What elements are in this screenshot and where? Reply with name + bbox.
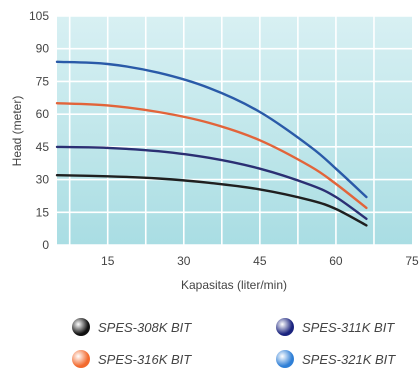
y-tick-label: 15 (36, 205, 50, 219)
tick-labels: 0 15 30 45 60 75 90 105 15 30 45 60 75 (29, 9, 419, 268)
legend-dot (276, 318, 294, 336)
legend-dot (72, 318, 90, 336)
y-tick-label: 0 (42, 238, 49, 252)
legend-dot (72, 350, 90, 368)
legend-item-spes-321k: SPES-321K BIT (276, 348, 395, 370)
legend: SPES-308K BIT SPES-311K BIT SPES-316K BI… (0, 312, 420, 376)
y-tick-label: 75 (36, 74, 50, 88)
y-tick-label: 45 (36, 140, 50, 154)
legend-label: SPES-308K BIT (98, 319, 192, 335)
series-line-0 (55, 174, 368, 227)
series-line-3 (55, 60, 368, 199)
y-tick-label: 105 (29, 9, 49, 23)
legend-label: SPES-311K BIT (302, 319, 395, 335)
y-tick-label: 90 (36, 42, 50, 56)
legend-item-spes-316k: SPES-316K BIT (72, 348, 191, 370)
x-tick-label: 45 (253, 254, 267, 268)
legend-dot (276, 350, 294, 368)
x-tick-label: 60 (329, 254, 343, 268)
x-tick-label: 75 (405, 254, 419, 268)
grid (57, 15, 412, 246)
y-axis-title: Head (meter) (10, 96, 24, 167)
series-line-2 (55, 102, 368, 210)
series-lines (55, 60, 368, 227)
x-tick-label: 15 (101, 254, 115, 268)
y-tick-label: 60 (36, 107, 50, 121)
x-axis-title: Kapasitas (liter/min) (181, 278, 287, 292)
y-tick-label: 30 (36, 173, 50, 187)
legend-item-spes-308k: SPES-308K BIT (72, 316, 191, 338)
series-line-1 (55, 145, 368, 220)
x-tick-label: 30 (177, 254, 191, 268)
legend-label: SPES-316K BIT (98, 351, 192, 367)
chart: 0 15 30 45 60 75 90 105 15 30 45 60 75 Kapasitas (li… (10, 9, 419, 292)
legend-label: SPES-321K BIT (302, 351, 396, 367)
legend-item-spes-311k: SPES-311K BIT (276, 316, 394, 338)
